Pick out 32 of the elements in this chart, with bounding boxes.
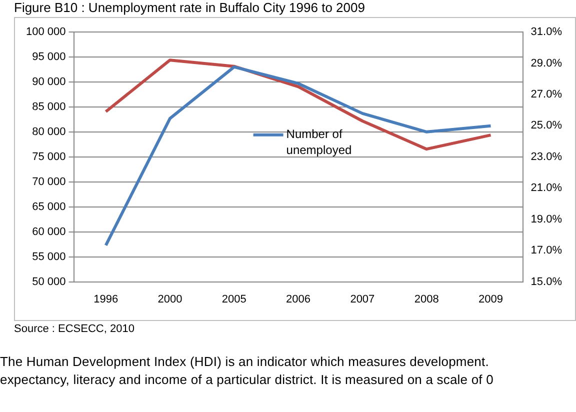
y2-tick-label: 21.0% xyxy=(530,182,562,194)
y-tick-label: 50 000 xyxy=(32,276,66,288)
y2-tick-label: 25.0% xyxy=(530,120,562,132)
y-tick-label: 70 000 xyxy=(32,176,66,188)
y-tick-label: 100 000 xyxy=(26,26,66,38)
y-tick-label: 80 000 xyxy=(32,126,66,138)
x-tick-label: 2008 xyxy=(414,293,439,306)
y-tick-label: 90 000 xyxy=(32,76,66,88)
y-tick-label: 60 000 xyxy=(32,226,66,238)
legend-label: Number of unemployed xyxy=(286,127,352,158)
y-tick-label: 95 000 xyxy=(32,51,66,64)
x-tick-label: 2000 xyxy=(158,293,182,306)
y2-tick-label: 27.0% xyxy=(530,88,562,100)
y2-tick-label: 17.0% xyxy=(530,244,562,257)
y2-tick-label: 15.0% xyxy=(530,276,562,288)
x-tick-label: 2006 xyxy=(286,293,311,306)
y-tick-label: 85 000 xyxy=(32,100,66,113)
x-tick-label: 1996 xyxy=(94,293,118,306)
y2-tick-label: 29.0% xyxy=(530,57,562,70)
y-tick-label: 75 000 xyxy=(32,150,66,163)
y-tick-label: 65 000 xyxy=(32,200,66,213)
x-tick-label: 2005 xyxy=(222,293,246,306)
text: The Human Development Index (HDI) is an indicator which measures development. xyxy=(0,353,490,371)
x-tick-label: 2009 xyxy=(478,293,503,306)
y2-tick-label: 23.0% xyxy=(530,150,562,163)
y2-tick-label: 31.0% xyxy=(530,26,562,38)
x-tick-label: 2007 xyxy=(350,293,375,306)
text: expectancy, literacy and income of a particular district. It is measured on a scale of 0 xyxy=(0,371,494,389)
source-note: Source : ECSECC, 2010 xyxy=(13,322,136,337)
y2-tick-label: 19.0% xyxy=(530,213,562,226)
y-tick-label: 55 000 xyxy=(32,250,66,263)
chart-title: Figure B10 : Unemployment rate in Buffalo City 1996 to 2009 xyxy=(14,0,365,15)
